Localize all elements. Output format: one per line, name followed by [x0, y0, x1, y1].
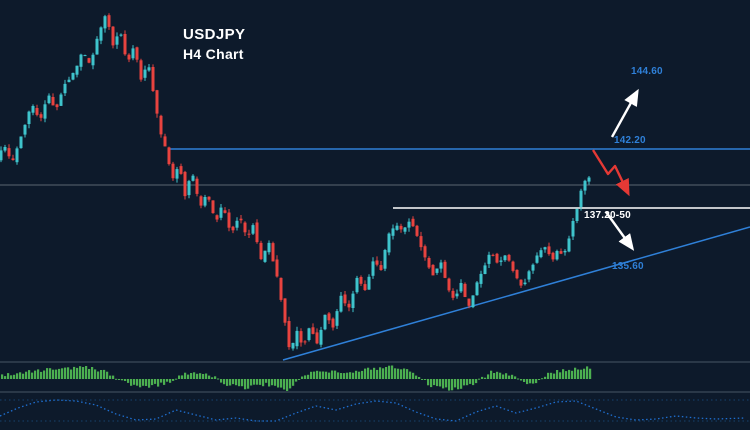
pullback-projection-arrow	[591, 149, 630, 197]
candles	[0, 13, 591, 351]
oscillator-histogram	[1, 365, 592, 391]
bullish-projection-arrow	[610, 88, 639, 138]
bearish-projection-arrow	[605, 211, 635, 251]
